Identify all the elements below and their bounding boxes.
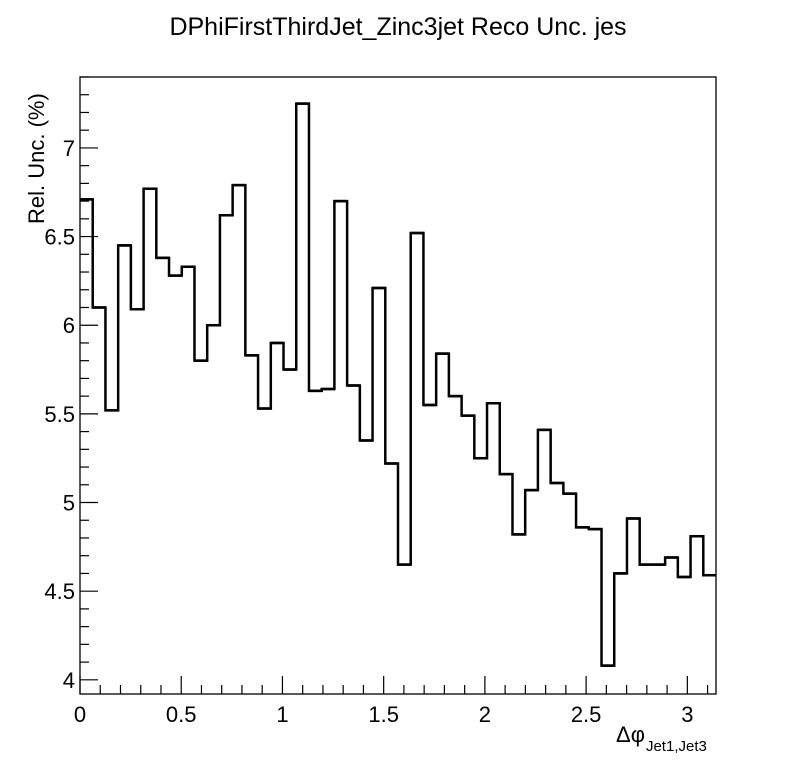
x-tick-label: 1.5 — [368, 702, 399, 727]
y-tick-label: 7 — [63, 136, 75, 161]
y-tick-label: 5 — [63, 491, 75, 516]
x-axis-label-subscript: Jet1,Jet3 — [646, 738, 707, 755]
y-tick-label: 5.5 — [44, 402, 75, 427]
y-axis-label: Rel. Unc. (%) — [24, 93, 49, 224]
histogram-bins — [80, 102, 717, 667]
x-tick-label: 1 — [276, 702, 288, 727]
histogram-series-line — [80, 102, 717, 667]
x-tick-label: 2 — [479, 702, 491, 727]
x-tick-label: 0.5 — [166, 702, 197, 727]
y-tick-label: 4.5 — [44, 579, 75, 604]
plot-frame — [79, 76, 717, 695]
x-tick-label: 3 — [681, 702, 693, 727]
y-axis: 4 4.5 5 5.5 6 6.5 7 — [44, 76, 98, 693]
x-axis-label: ΔφJet1,Jet3 — [616, 722, 707, 755]
chart-title: DPhiFirstThirdJet_Zinc3jet Reco Unc. jes — [169, 13, 626, 41]
x-axis: 0 0.5 1 1.5 2 2.5 3 — [74, 676, 709, 727]
x-tick-label: 0 — [74, 702, 86, 727]
x-tick-label: 2.5 — [571, 702, 602, 727]
y-tick-label: 4 — [63, 668, 75, 693]
y-tick-label: 6 — [63, 313, 75, 338]
y-tick-label: 6.5 — [44, 225, 75, 250]
x-axis-label-main: Δφ — [616, 722, 645, 747]
